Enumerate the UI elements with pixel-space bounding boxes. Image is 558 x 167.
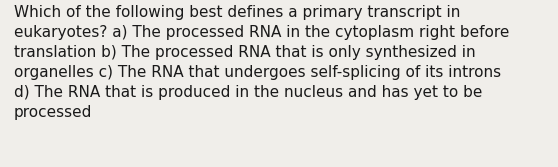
Text: Which of the following best defines a primary transcript in
eukaryotes? a) The p: Which of the following best defines a pr… (14, 5, 509, 120)
